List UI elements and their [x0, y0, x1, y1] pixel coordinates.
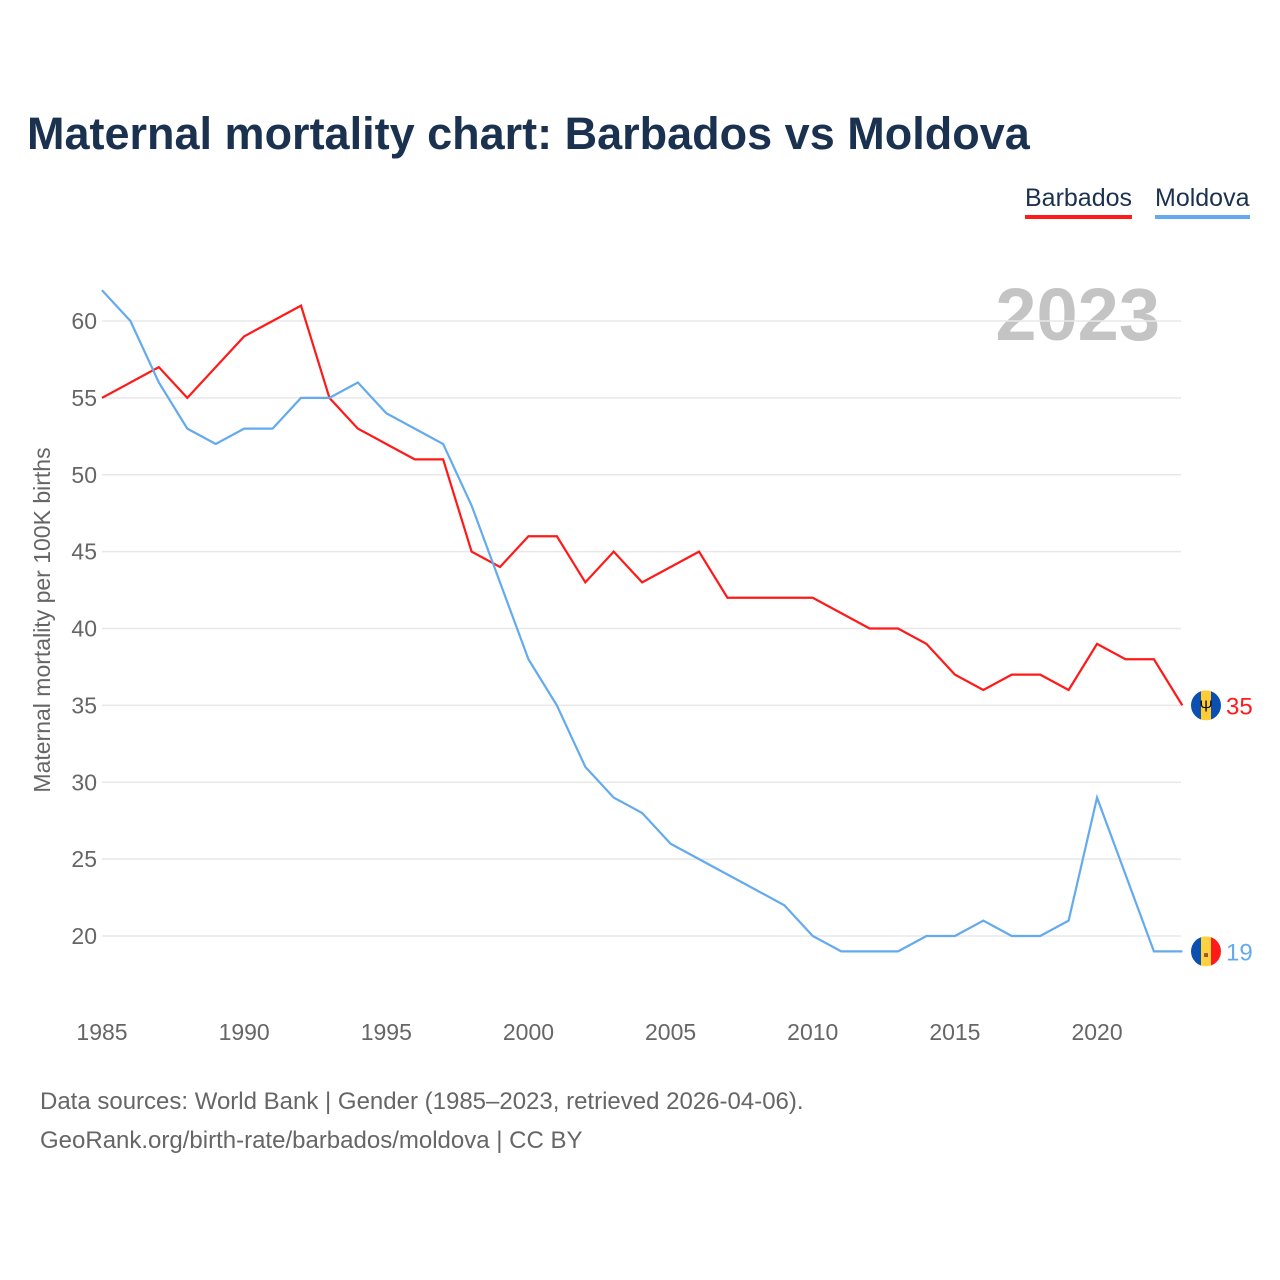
- x-tick-label: 1995: [361, 1019, 412, 1045]
- y-tick-label: 25: [71, 846, 97, 872]
- x-tick-label: 2005: [645, 1019, 696, 1045]
- y-tick-label: 40: [71, 616, 97, 642]
- data-source: Data sources: World Bank | Gender (1985–…: [40, 1088, 804, 1115]
- svg-text:■: ■: [1204, 950, 1209, 959]
- x-tick-label: 2010: [787, 1019, 838, 1045]
- legend-barbados[interactable]: Barbados: [1025, 184, 1133, 219]
- y-tick-label: 20: [71, 923, 97, 949]
- legend-moldova[interactable]: Moldova: [1155, 184, 1250, 219]
- series-line-moldova: [101, 289, 1183, 953]
- y-tick-label: 30: [71, 769, 97, 795]
- x-tick-label: 2000: [503, 1019, 554, 1045]
- x-tick-label: 1985: [76, 1019, 127, 1045]
- y-tick-label: 55: [71, 385, 97, 411]
- svg-text:Ψ: Ψ: [1199, 698, 1212, 715]
- x-tick-label: 2015: [929, 1019, 980, 1045]
- series-line-barbados: [101, 304, 1184, 706]
- end-value-label: 35: [1226, 693, 1253, 720]
- y-tick-label: 35: [71, 692, 97, 718]
- y-tick-label: 50: [71, 462, 97, 488]
- moldova-flag-icon: ■: [1191, 936, 1221, 967]
- y-axis-label: Maternal mortality per 100K births: [29, 447, 55, 792]
- y-tick-label: 45: [71, 539, 97, 565]
- credit-link[interactable]: GeoRank.org/birth-rate/barbados/moldova …: [40, 1127, 583, 1154]
- end-value-label: 19: [1226, 939, 1253, 966]
- y-tick-label: 60: [71, 308, 97, 334]
- year-watermark: 2023: [995, 273, 1160, 356]
- x-tick-label: 2020: [1071, 1019, 1122, 1045]
- x-tick-label: 1990: [219, 1019, 270, 1045]
- barbados-flag-icon: Ψ: [1191, 690, 1221, 721]
- chart-title: Maternal mortality chart: Barbados vs Mo…: [27, 108, 1030, 159]
